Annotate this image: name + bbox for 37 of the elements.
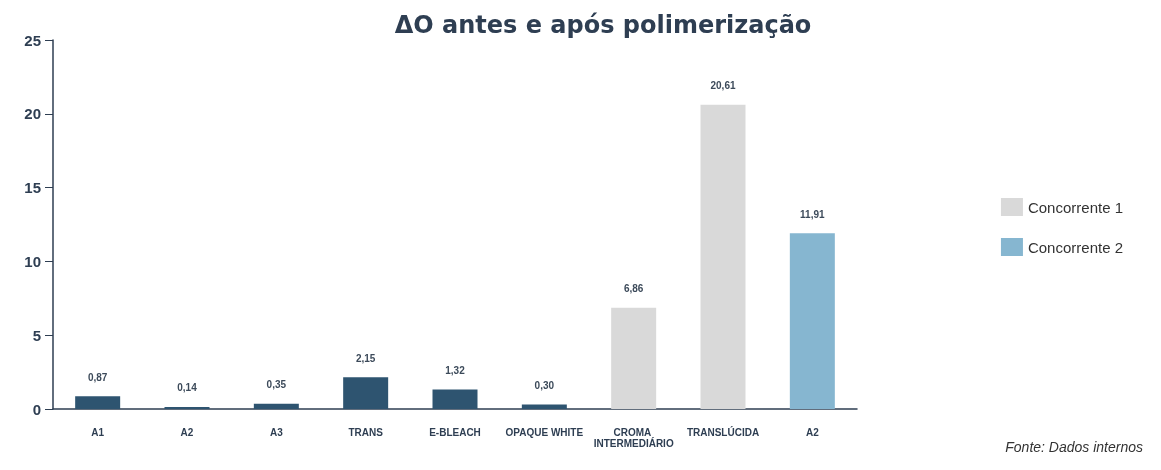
bar [75, 396, 121, 409]
bar [521, 404, 567, 409]
x-tick-label: TRANSLÚCIDA [686, 426, 760, 438]
x-tick-label: A1 [91, 427, 105, 438]
data-label: 20,61 [710, 80, 736, 92]
bar [253, 403, 299, 409]
legend-label: Concorrente 1 [1027, 198, 1124, 216]
source-note: Fonte: Dados internos [1005, 439, 1144, 455]
y-tick-label: 20 [24, 105, 41, 123]
data-label: 0,30 [534, 380, 555, 392]
x-tick-label: A2 [180, 427, 194, 438]
y-tick-label: 15 [24, 179, 41, 197]
y-tick-label: 5 [32, 326, 41, 344]
data-label: 0,87 [87, 371, 108, 383]
y-tick-label: 10 [24, 252, 41, 270]
bar [700, 104, 746, 409]
x-tick-label: E-BLEACH [429, 427, 481, 438]
bar [343, 377, 389, 409]
x-tick-label: TRANS [348, 427, 384, 438]
data-label: 0,14 [177, 382, 198, 394]
bar [789, 233, 835, 409]
x-tick-label: A3 [269, 427, 284, 438]
legend-label: Concorrente 2 [1027, 238, 1124, 256]
x-tick-label: A2 [805, 427, 820, 438]
x-tick-label: OPAQUE WHITE [505, 427, 584, 438]
data-label: 0,35 [266, 379, 287, 391]
data-label: 6,86 [623, 283, 644, 295]
y-tick-label: 0 [32, 400, 41, 418]
chart-title: ΔO antes e após polimerização [394, 11, 812, 39]
y-tick-label: 25 [24, 31, 41, 49]
bar [432, 389, 478, 409]
bar [164, 406, 210, 409]
data-label: 2,15 [355, 352, 376, 364]
data-label: 11,91 [800, 208, 825, 220]
x-tick-label: CROMA INTERMEDIÁRIO [593, 427, 674, 449]
data-label: 1,32 [445, 365, 466, 377]
bar [611, 307, 657, 409]
